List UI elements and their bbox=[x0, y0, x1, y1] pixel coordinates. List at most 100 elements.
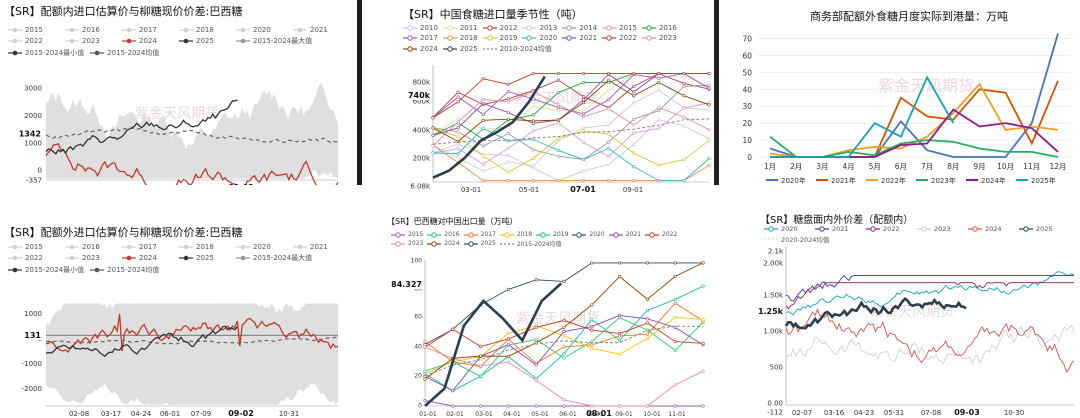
legend-item[interactable]: 2021 bbox=[293, 243, 344, 251]
legend-item[interactable]: 2015 bbox=[602, 24, 637, 32]
x-tick-label: 09-01 bbox=[615, 411, 633, 418]
x-tick-label: 07-08 bbox=[921, 409, 941, 417]
legend-item[interactable]: 2016 bbox=[427, 231, 460, 238]
legend-item[interactable]: 2012 bbox=[482, 24, 517, 32]
legend-item[interactable]: 2024 bbox=[968, 225, 1013, 233]
data-point bbox=[645, 404, 650, 408]
legend-item[interactable]: 2025 bbox=[1019, 225, 1064, 233]
data-point bbox=[590, 404, 594, 408]
legend-item[interactable]: 2021 bbox=[562, 34, 597, 42]
legend-item[interactable]: 2022 bbox=[602, 34, 637, 42]
data-point bbox=[481, 126, 485, 130]
legend-item[interactable]: 2015-2024最小值 bbox=[8, 265, 84, 275]
legend-label: 2017 bbox=[480, 231, 496, 238]
series-line bbox=[432, 127, 710, 182]
legend-item[interactable]: 2017 bbox=[122, 26, 173, 34]
legend-label: 2023 bbox=[82, 254, 100, 262]
legend-item[interactable]: 2015-2024最大值 bbox=[236, 36, 312, 46]
x-tick-label: 3月 bbox=[816, 162, 828, 171]
legend-item[interactable]: 2020 bbox=[522, 34, 557, 42]
legend-label: 2021 bbox=[310, 243, 328, 251]
legend-item[interactable]: 2023 bbox=[917, 225, 962, 233]
legend-label: 2020 bbox=[539, 34, 558, 42]
legend-item[interactable]: 2023 bbox=[641, 34, 677, 42]
legend-item[interactable]: 2018 bbox=[499, 231, 532, 238]
legend-item[interactable]: 2015 bbox=[8, 243, 59, 251]
legend-item[interactable]: 2015-2024最小值 bbox=[8, 48, 84, 58]
legend-item[interactable]: 2025 bbox=[463, 239, 496, 248]
legend-item[interactable]: 2010 bbox=[403, 24, 438, 32]
legend-item[interactable]: 2020 bbox=[236, 26, 287, 34]
legend-item[interactable]: 2015 bbox=[8, 26, 59, 34]
legend-swatch-icon bbox=[236, 255, 250, 261]
legend-item[interactable]: 2020 bbox=[764, 225, 809, 233]
legend-label: 2016 bbox=[82, 243, 100, 251]
y-highlight-label: 740k bbox=[408, 91, 431, 100]
legend-item[interactable]: 2015-2024均值 bbox=[499, 239, 562, 248]
legend-label: 2020-2024均值 bbox=[781, 236, 830, 244]
legend-item[interactable]: 2022 bbox=[8, 253, 59, 263]
legend-item[interactable]: 2011 bbox=[442, 24, 478, 32]
legend-item[interactable]: 2018 bbox=[442, 34, 478, 42]
legend-item[interactable]: 2017 bbox=[122, 243, 173, 251]
legend-item[interactable]: 2019 bbox=[536, 231, 568, 238]
data-point bbox=[506, 354, 510, 358]
legend-item[interactable]: 2019 bbox=[482, 34, 517, 42]
x-tick-label: 03-16 bbox=[824, 409, 845, 417]
legend-item[interactable]: 2018 bbox=[179, 26, 230, 34]
legend-item[interactable]: 2023 bbox=[65, 36, 116, 46]
legend-item[interactable]: 2018 bbox=[179, 243, 230, 251]
legend-item[interactable]: 2025 bbox=[179, 253, 230, 263]
legend-label: 2024 bbox=[139, 254, 157, 262]
legend-item[interactable]: 2025 bbox=[442, 44, 478, 54]
legend-item[interactable]: 2022 bbox=[644, 231, 677, 238]
data-point bbox=[581, 158, 586, 162]
data-point bbox=[506, 90, 510, 94]
legend-item[interactable]: 2015-2024均值 bbox=[90, 48, 159, 58]
data-point bbox=[534, 337, 538, 342]
data-point bbox=[632, 165, 636, 169]
legend-item[interactable]: 2022 bbox=[8, 36, 59, 46]
y-tick-label: 2.1k bbox=[768, 248, 784, 256]
legend-item[interactable]: 2020 bbox=[236, 243, 287, 251]
legend-item[interactable]: 2023 bbox=[391, 239, 423, 248]
legend-item[interactable]: 2020 bbox=[572, 231, 605, 238]
x-tick-label: 3 bbox=[266, 184, 270, 185]
legend-item[interactable]: 2016 bbox=[641, 24, 677, 32]
legend-item[interactable]: 2016 bbox=[65, 243, 116, 251]
legend-item[interactable]: 2015-2024均值 bbox=[90, 265, 159, 275]
legend-label: 2022 bbox=[25, 254, 43, 262]
legend-item[interactable]: 2017 bbox=[403, 34, 438, 42]
legend-item[interactable]: 2022 bbox=[866, 225, 911, 233]
legend-item[interactable]: 2017 bbox=[463, 231, 496, 238]
y-tick-label: 40 bbox=[414, 344, 422, 351]
data-point bbox=[657, 106, 661, 110]
legend-item[interactable]: 2024 bbox=[122, 36, 173, 46]
series-line bbox=[769, 33, 1059, 158]
legend-item[interactable]: 2021 bbox=[293, 26, 344, 34]
legend-item[interactable]: 2021 bbox=[608, 231, 641, 238]
legend-item[interactable]: 2024 bbox=[427, 239, 460, 248]
legend-item[interactable]: 2016 bbox=[65, 26, 116, 34]
legend-item[interactable]: 2015 bbox=[391, 231, 423, 238]
legend-item[interactable]: 2025 bbox=[179, 36, 230, 46]
legend-item[interactable]: 2021 bbox=[815, 225, 860, 233]
data-point bbox=[531, 178, 535, 183]
legend-item[interactable]: 2013 bbox=[522, 24, 557, 32]
legend-label: 2015-2024最大值 bbox=[253, 254, 313, 262]
data-point bbox=[590, 328, 594, 332]
series-line bbox=[432, 79, 710, 143]
legend-item[interactable]: 2020-2024均值 bbox=[764, 234, 829, 244]
legend-item[interactable]: 2023 bbox=[65, 253, 116, 263]
data-point bbox=[478, 354, 483, 358]
mean-line bbox=[45, 336, 339, 345]
legend-item[interactable]: 2015-2024最大值 bbox=[236, 253, 312, 263]
legend-item[interactable]: 2010-2024均值 bbox=[482, 44, 552, 54]
legend-swatch-icon bbox=[293, 244, 307, 250]
legend-item[interactable]: 2024 bbox=[403, 44, 438, 54]
legend-item[interactable]: 2014 bbox=[562, 24, 597, 32]
legend-swatch-icon bbox=[442, 25, 457, 31]
legend-item[interactable]: 2024 bbox=[122, 253, 173, 263]
data-point bbox=[478, 364, 483, 368]
series-line bbox=[432, 73, 710, 118]
